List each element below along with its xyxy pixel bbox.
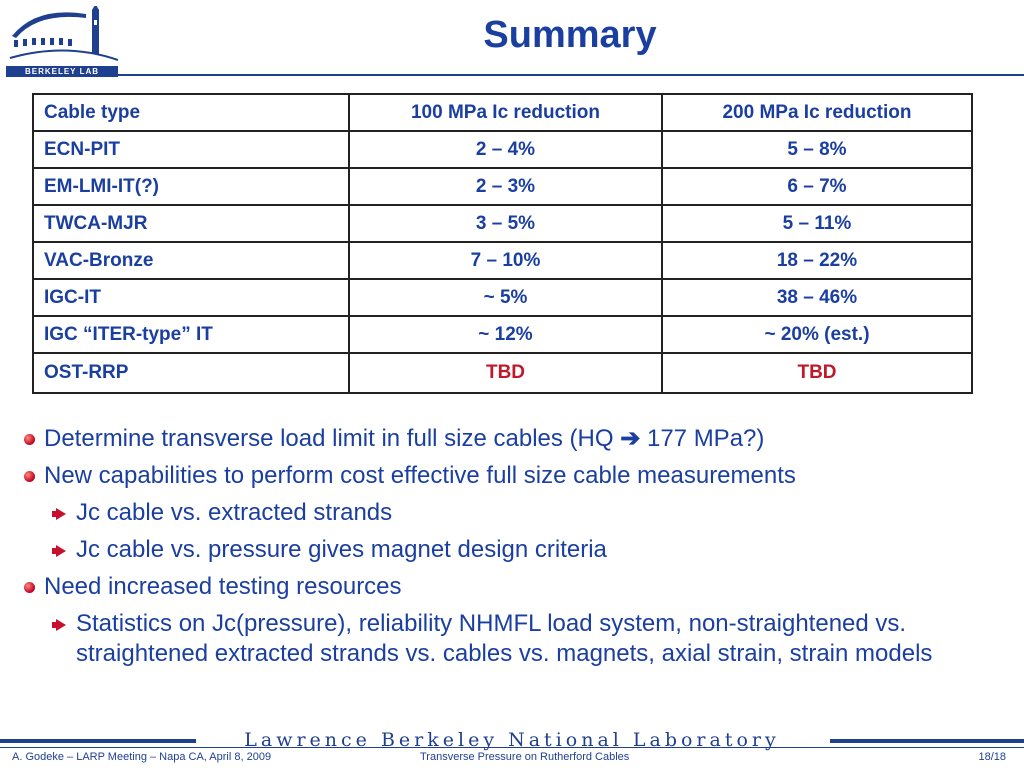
- footer-divider: [0, 747, 1024, 748]
- bullet-text: Need increased testing resources: [44, 573, 402, 600]
- reduction-200-cell: TBD: [661, 352, 973, 394]
- footer-rule-left: [0, 739, 196, 743]
- reduction-100-cell: ~ 12%: [348, 315, 663, 354]
- reduction-100-cell: 7 – 10%: [348, 241, 663, 280]
- reduction-200-cell: 38 – 46%: [661, 278, 973, 317]
- bullet-item: Determine transverse load limit in full …: [24, 424, 1024, 454]
- cable-type-cell: IGC-IT: [32, 278, 350, 317]
- sub-bullet-arrow-icon: [52, 508, 66, 520]
- cable-type-cell: VAC-Bronze: [32, 241, 350, 280]
- berkeley-lab-logo: [6, 4, 119, 78]
- sub-bullet-text: Jc cable vs. pressure gives magnet desig…: [76, 536, 607, 563]
- table-row: EM-LMI-IT(?) 2 – 3% 6 – 7%: [32, 167, 973, 206]
- footer-author: A. Godeke – LARP Meeting – Napa CA, Apri…: [12, 751, 272, 763]
- reduction-200-cell: 5 – 11%: [661, 204, 973, 243]
- table-row: IGC “ITER-type” IT ~ 12% ~ 20% (est.): [32, 315, 973, 354]
- sub-bullet-text: Statistics on Jc(pressure), reliability …: [76, 610, 933, 667]
- table-row: IGC-IT ~ 5% 38 – 46%: [32, 278, 973, 317]
- bullet-text: Determine transverse load limit in full …: [44, 425, 621, 452]
- column-header: 200 MPa Ic reduction: [661, 93, 973, 132]
- footer-rule: [0, 739, 1024, 747]
- right-arrow-icon: ➔: [620, 425, 641, 452]
- reduction-100-cell: 2 – 3%: [348, 167, 663, 206]
- reduction-100-cell: TBD: [348, 352, 663, 394]
- sub-bullet-arrow-icon: [52, 545, 66, 557]
- header-rule: [118, 74, 1024, 76]
- table-row: ECN-PIT 2 – 4% 5 – 8%: [32, 130, 973, 169]
- cable-type-cell: IGC “ITER-type” IT: [32, 315, 350, 354]
- summary-table: Cable type 100 MPa Ic reduction 200 MPa …: [32, 93, 973, 394]
- bullet-list: Determine transverse load limit in full …: [24, 424, 1024, 676]
- footer-lab-name: Lawrence Berkeley National Laboratory: [244, 729, 780, 751]
- table-header-row: Cable type 100 MPa Ic reduction 200 MPa …: [32, 93, 973, 132]
- bullet-text: New capabilities to perform cost effecti…: [44, 462, 796, 489]
- sub-bullet-arrow-icon: [52, 619, 66, 631]
- footer-rule-right: [830, 739, 1024, 743]
- reduction-200-cell: 6 – 7%: [661, 167, 973, 206]
- page-title: Summary: [483, 14, 657, 56]
- bullet-dot-icon: [24, 471, 35, 482]
- bullet-text: 177 MPa?): [640, 425, 765, 452]
- cable-type-cell: TWCA-MJR: [32, 204, 350, 243]
- sub-bullet-item: Statistics on Jc(pressure), reliability …: [24, 609, 1024, 669]
- reduction-100-cell: 3 – 5%: [348, 204, 663, 243]
- footer-topic: Transverse Pressure on Rutherford Cables: [420, 751, 630, 763]
- reduction-200-cell: ~ 20% (est.): [661, 315, 973, 354]
- bullet-item: New capabilities to perform cost effecti…: [24, 461, 1024, 491]
- bullet-dot-icon: [24, 582, 35, 593]
- cable-type-cell: OST-RRP: [32, 352, 350, 394]
- sub-bullet-item: Jc cable vs. extracted strands: [24, 498, 1024, 528]
- column-header: 100 MPa Ic reduction: [348, 93, 663, 132]
- logo-label: BERKELEY LAB: [6, 66, 118, 77]
- bullet-item: Need increased testing resources: [24, 572, 1024, 602]
- cable-type-cell: ECN-PIT: [32, 130, 350, 169]
- reduction-100-cell: ~ 5%: [348, 278, 663, 317]
- page-number: 18/18: [978, 751, 1006, 763]
- reduction-200-cell: 5 – 8%: [661, 130, 973, 169]
- sub-bullet-item: Jc cable vs. pressure gives magnet desig…: [24, 535, 1024, 565]
- column-header: Cable type: [32, 93, 350, 132]
- reduction-200-cell: 18 – 22%: [661, 241, 973, 280]
- table-row: OST-RRP TBD TBD: [32, 352, 973, 394]
- cable-type-cell: EM-LMI-IT(?): [32, 167, 350, 206]
- sub-bullet-text: Jc cable vs. extracted strands: [76, 499, 393, 526]
- bullet-dot-icon: [24, 434, 35, 445]
- reduction-100-cell: 2 – 4%: [348, 130, 663, 169]
- table-row: TWCA-MJR 3 – 5% 5 – 11%: [32, 204, 973, 243]
- table-row: VAC-Bronze 7 – 10% 18 – 22%: [32, 241, 973, 280]
